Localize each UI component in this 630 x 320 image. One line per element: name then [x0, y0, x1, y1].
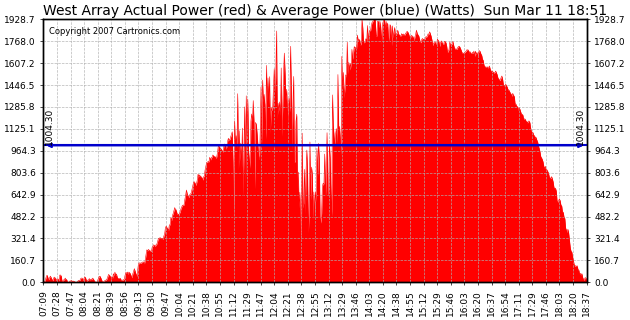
Text: 1004.30: 1004.30: [576, 108, 585, 145]
Text: West Array Actual Power (red) & Average Power (blue) (Watts)  Sun Mar 11 18:51: West Array Actual Power (red) & Average …: [43, 4, 607, 18]
Text: 1004.30: 1004.30: [45, 108, 54, 145]
Text: Copyright 2007 Cartronics.com: Copyright 2007 Cartronics.com: [49, 27, 180, 36]
